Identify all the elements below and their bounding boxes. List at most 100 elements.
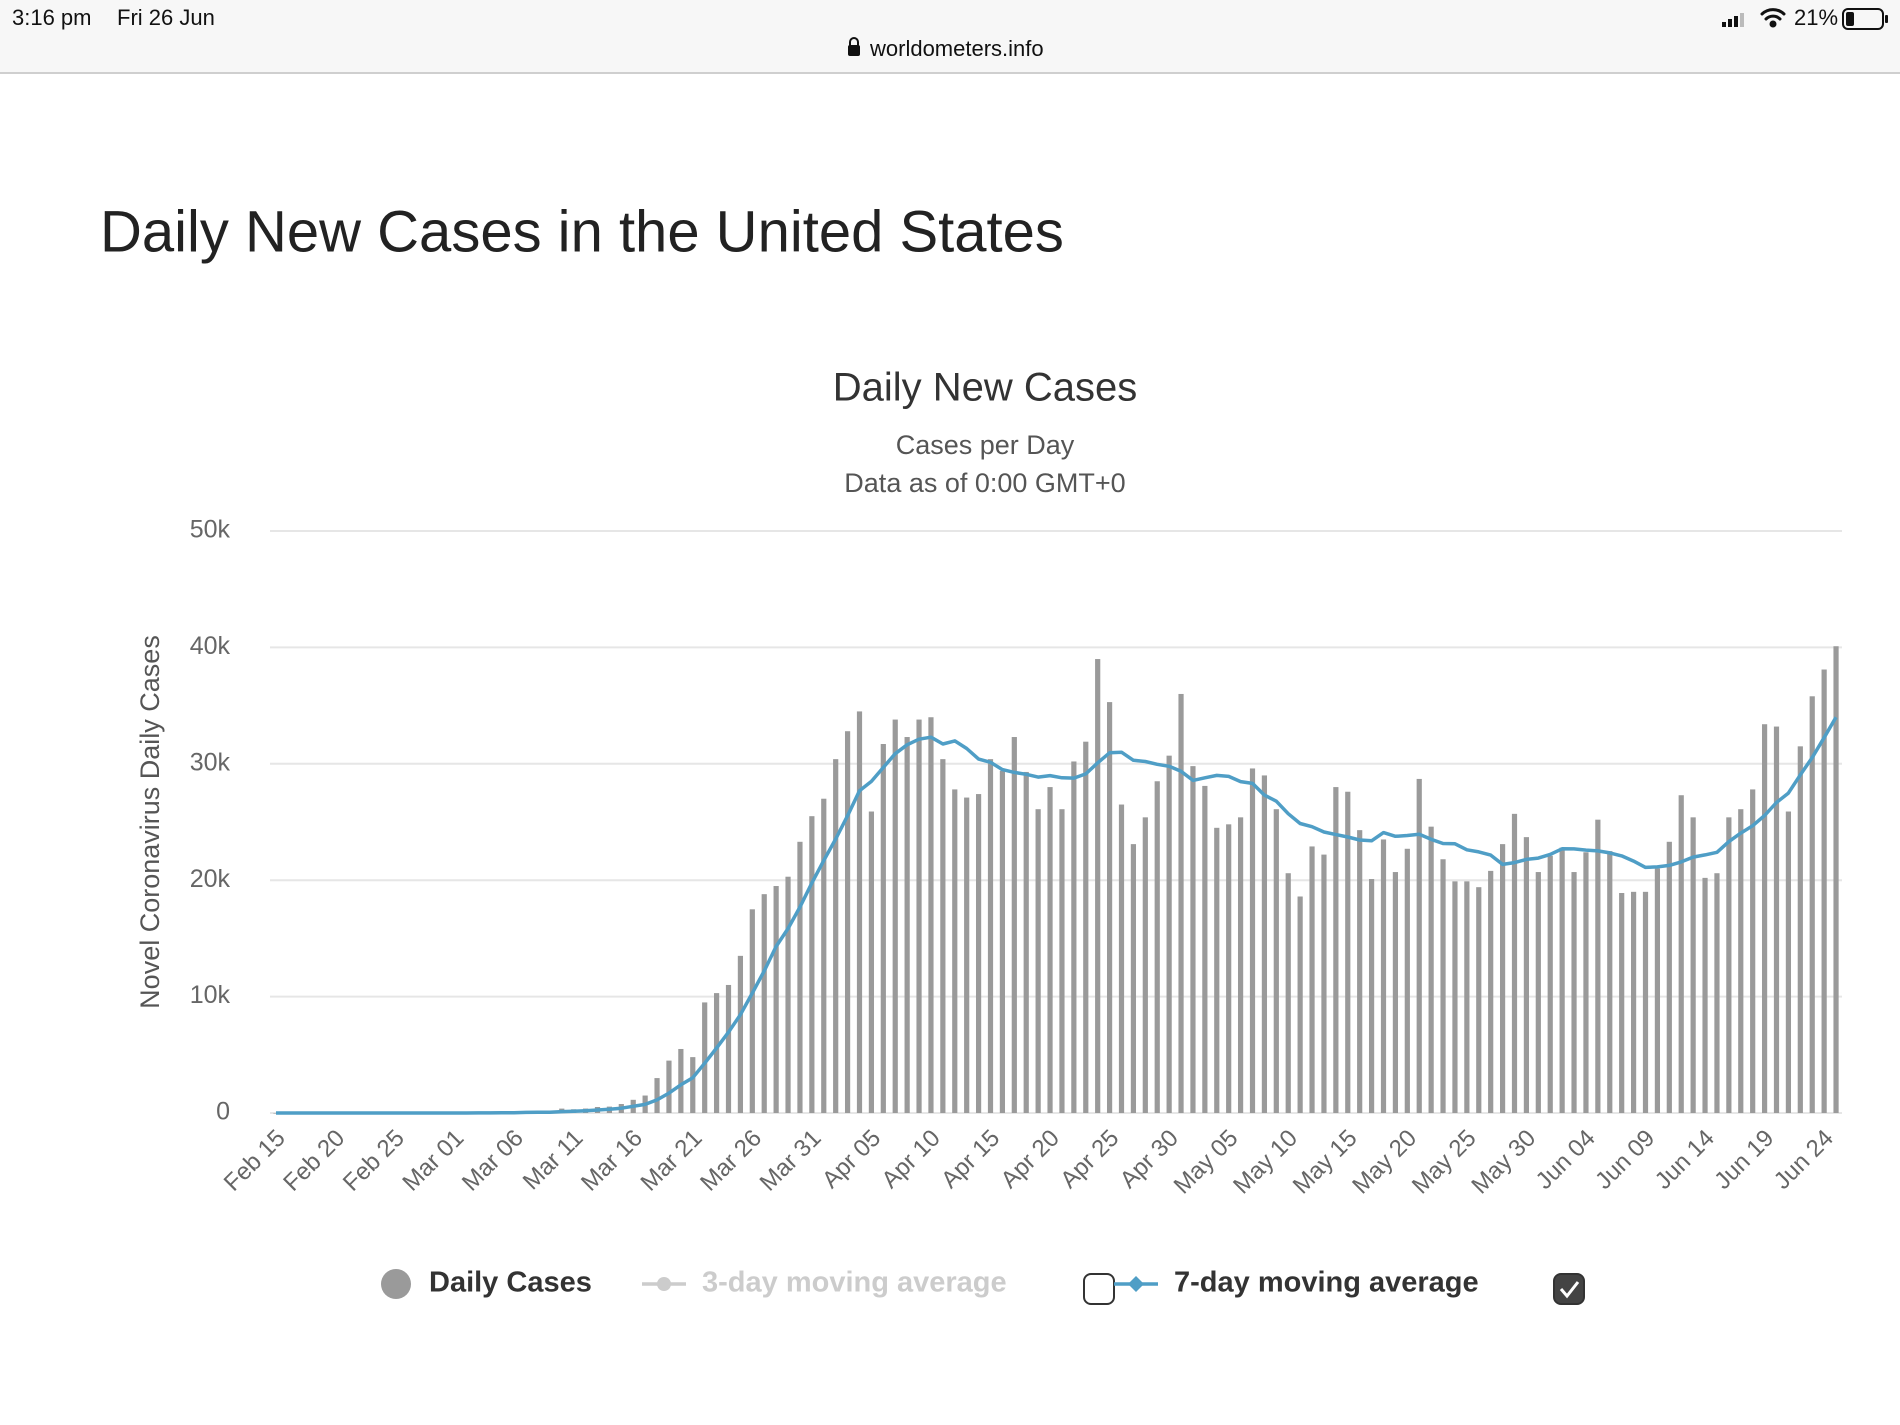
bar <box>1583 852 1589 1113</box>
legend-marker <box>1128 1276 1144 1292</box>
bar <box>1761 724 1768 1113</box>
x-tick-label: May 05 <box>1169 1125 1244 1200</box>
bar <box>809 816 815 1113</box>
x-tick-label: Mar 06 <box>457 1125 529 1197</box>
bar <box>1416 778 1422 1113</box>
chart-subtitle: Cases per Day <box>896 430 1075 460</box>
x-tick-label: Feb 20 <box>278 1125 350 1197</box>
bar <box>1237 817 1244 1113</box>
legend-item[interactable]: Daily Cases <box>381 1267 592 1299</box>
bar <box>1773 726 1780 1113</box>
x-tick-label: Mar 26 <box>695 1125 767 1197</box>
x-tick-label: Jun 24 <box>1769 1125 1839 1195</box>
bar <box>1797 746 1803 1113</box>
bar <box>821 798 827 1113</box>
y-tick-label: 50k <box>190 516 231 544</box>
bar <box>1142 817 1148 1113</box>
bar <box>904 737 910 1113</box>
legend-checkbox[interactable] <box>1083 1273 1115 1305</box>
bar <box>749 909 755 1113</box>
bar <box>1261 775 1268 1113</box>
bar <box>1106 702 1113 1113</box>
status-time: 3:16 pm <box>12 5 92 30</box>
bar <box>713 993 720 1113</box>
bar <box>1380 839 1387 1113</box>
bar <box>1595 819 1601 1113</box>
bar <box>940 759 946 1113</box>
bar <box>1368 879 1375 1113</box>
bar <box>1071 761 1077 1113</box>
bar <box>1357 830 1363 1113</box>
x-tick-label: Apr 20 <box>996 1125 1065 1194</box>
bar <box>1166 755 1172 1113</box>
x-tick-label: May 25 <box>1407 1125 1482 1200</box>
bar <box>1440 859 1446 1113</box>
chart: Daily New Cases Cases per Day Data as of 0… <box>135 366 1842 1305</box>
x-tick-label: Mar 01 <box>397 1125 469 1197</box>
legend-label: 3-day moving average <box>702 1267 1007 1299</box>
bar <box>833 759 839 1113</box>
x-tick-label: Feb 25 <box>338 1125 410 1197</box>
bar <box>1809 696 1815 1113</box>
status-bar <box>0 0 1900 73</box>
bar <box>880 744 886 1113</box>
legend-checkbox[interactable] <box>1553 1273 1585 1305</box>
battery-icon <box>1842 8 1888 30</box>
bar <box>1345 791 1351 1113</box>
x-tick-label: Jun 09 <box>1590 1125 1660 1195</box>
line <box>276 716 1838 1115</box>
bar <box>1535 872 1541 1113</box>
bar <box>690 1057 696 1113</box>
bar <box>1285 873 1291 1113</box>
x-tick-label: Mar 21 <box>636 1125 708 1197</box>
checkbox-box <box>1553 1273 1585 1305</box>
legend-item[interactable]: 3-day moving average <box>642 1267 1115 1305</box>
bar <box>654 1078 660 1113</box>
y-axis-label: Novel Coronavirus Daily Cases <box>135 635 165 1009</box>
bar <box>999 770 1006 1113</box>
bar <box>1726 817 1732 1113</box>
bar <box>964 797 970 1113</box>
bar <box>1178 693 1184 1113</box>
y-tick-label: 20k <box>190 865 231 893</box>
x-tick-label: Mar 11 <box>518 1125 589 1196</box>
bar <box>666 1060 672 1113</box>
x-tick-label: May 15 <box>1288 1125 1363 1200</box>
bar <box>1083 741 1089 1113</box>
bar <box>1130 844 1137 1113</box>
bar <box>725 984 732 1113</box>
battery-text: 21% <box>1794 5 1838 30</box>
bar <box>1249 768 1256 1113</box>
status-date: Fri 26 Jun <box>117 5 215 30</box>
bar <box>797 841 803 1113</box>
bar <box>1607 851 1613 1113</box>
legend-label: Daily Cases <box>429 1267 592 1299</box>
y-tick-label: 30k <box>190 748 231 776</box>
bar <box>1273 809 1279 1113</box>
legend-item[interactable]: 7-day moving average <box>1114 1267 1585 1305</box>
bar <box>916 719 922 1113</box>
bar <box>1654 868 1661 1113</box>
bar <box>1190 766 1196 1113</box>
bar <box>1404 848 1410 1113</box>
bar <box>1523 837 1530 1113</box>
bar <box>1821 669 1827 1113</box>
x-tick-label: Apr 25 <box>1055 1125 1124 1194</box>
bar <box>1750 789 1756 1113</box>
bar <box>1452 881 1458 1113</box>
y-tick-label: 40k <box>190 632 231 660</box>
bar <box>1702 877 1708 1113</box>
bar <box>1714 873 1720 1113</box>
bar <box>1678 795 1684 1113</box>
bar <box>737 955 744 1113</box>
x-tick-label: May 10 <box>1228 1125 1303 1200</box>
bar <box>1202 785 1208 1113</box>
x-tick-label: Feb 15 <box>219 1125 291 1197</box>
signal-icon <box>1722 13 1744 27</box>
x-tick-label: Jun 19 <box>1709 1125 1779 1195</box>
bar <box>1476 887 1482 1113</box>
url[interactable]: worldometers.info <box>869 36 1044 61</box>
bar <box>1619 893 1625 1113</box>
